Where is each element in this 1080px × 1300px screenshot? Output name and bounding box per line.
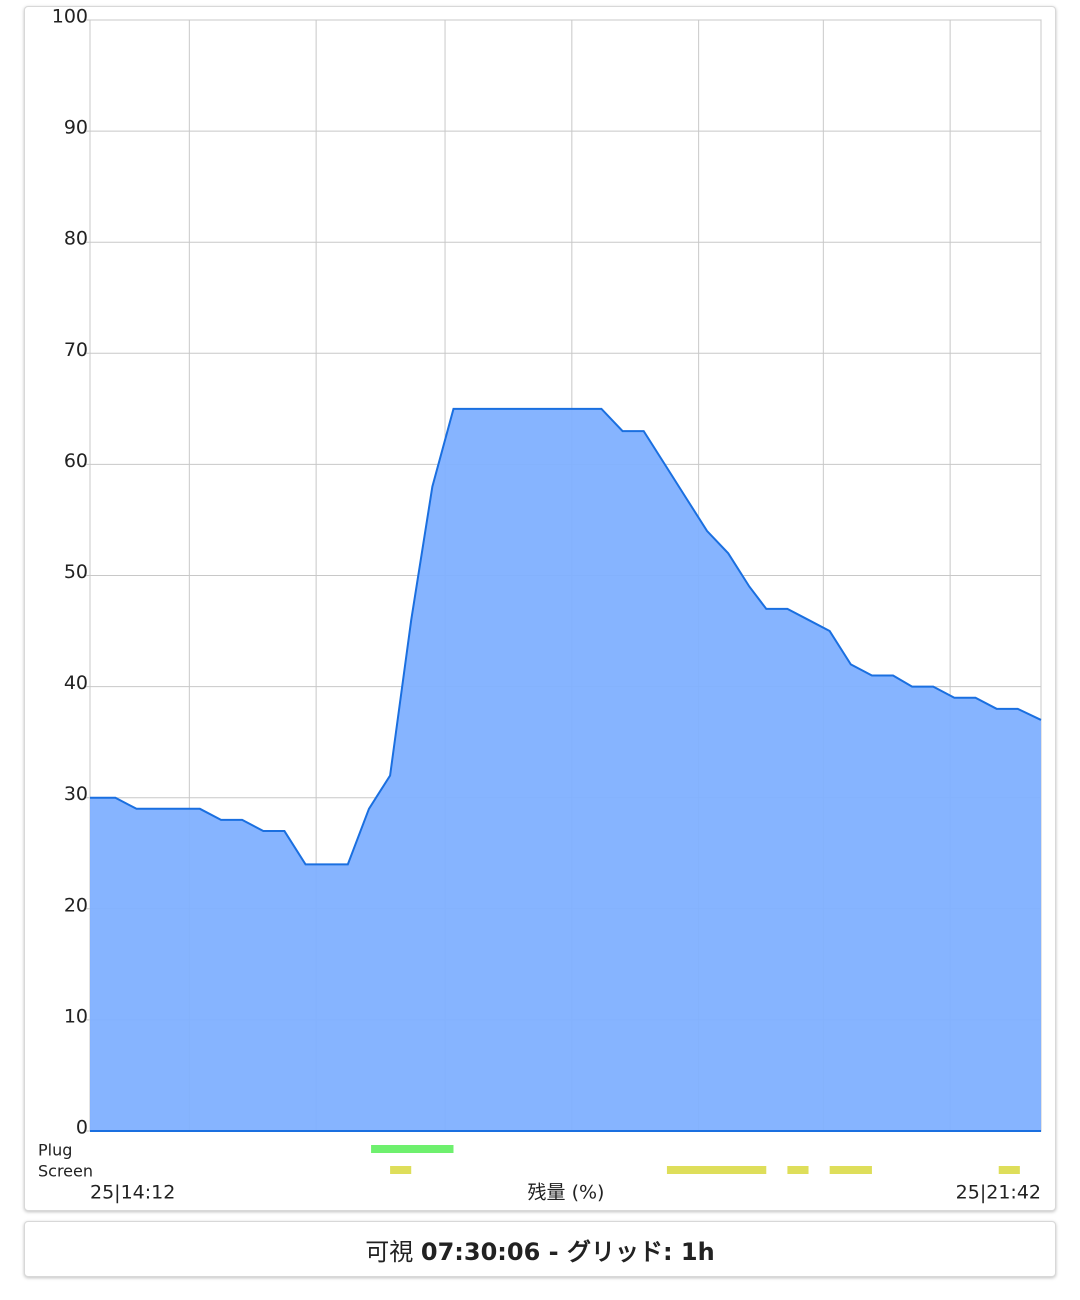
track-segment xyxy=(666,1166,767,1174)
y-tick-label: 40 xyxy=(64,672,88,694)
y-tick-label: 70 xyxy=(64,339,88,361)
track-segment xyxy=(371,1145,454,1153)
y-tick-label: 50 xyxy=(64,561,88,583)
track-segment xyxy=(390,1166,412,1174)
y-tick-label: 10 xyxy=(64,1005,88,1027)
x-tick-label: 25|14:12 xyxy=(90,1182,175,1204)
footer-text: 07:30:06 - グリッド: 1h xyxy=(420,1237,715,1266)
line xyxy=(90,407,1042,866)
track-segment xyxy=(829,1166,872,1174)
chart: 残量 (%) 0 10 20 30 40 50 60 70 80 90 100 25|14:12 25|… xyxy=(38,6,1042,1204)
y-tick-label: 80 xyxy=(64,228,88,250)
y-tick-label: 30 xyxy=(64,783,88,805)
track-segment xyxy=(787,1166,809,1174)
x-tick-label: 25|21:42 xyxy=(956,1182,1041,1204)
y-tick-label: 0 xyxy=(76,1117,88,1139)
y-tick-label: 100 xyxy=(52,6,88,28)
y-tick-label: 60 xyxy=(64,450,88,472)
area xyxy=(90,408,1041,1132)
footer: 可視 07:30:06 - グリッド: 1h xyxy=(24,1221,1056,1277)
x-axis-label: 残量 (%) xyxy=(528,1182,605,1204)
y-tick-label: 20 xyxy=(64,894,88,916)
track-segment xyxy=(998,1166,1020,1174)
track-label: Screen xyxy=(38,1162,93,1181)
footer-prefix: 可視 xyxy=(365,1237,414,1266)
y-tick-label: 90 xyxy=(64,117,88,139)
chart-card: 残量 (%) 0 10 20 30 40 50 60 70 80 90 100 25|14:12 25|… xyxy=(24,6,1056,1211)
track-label: Plug xyxy=(38,1141,72,1160)
